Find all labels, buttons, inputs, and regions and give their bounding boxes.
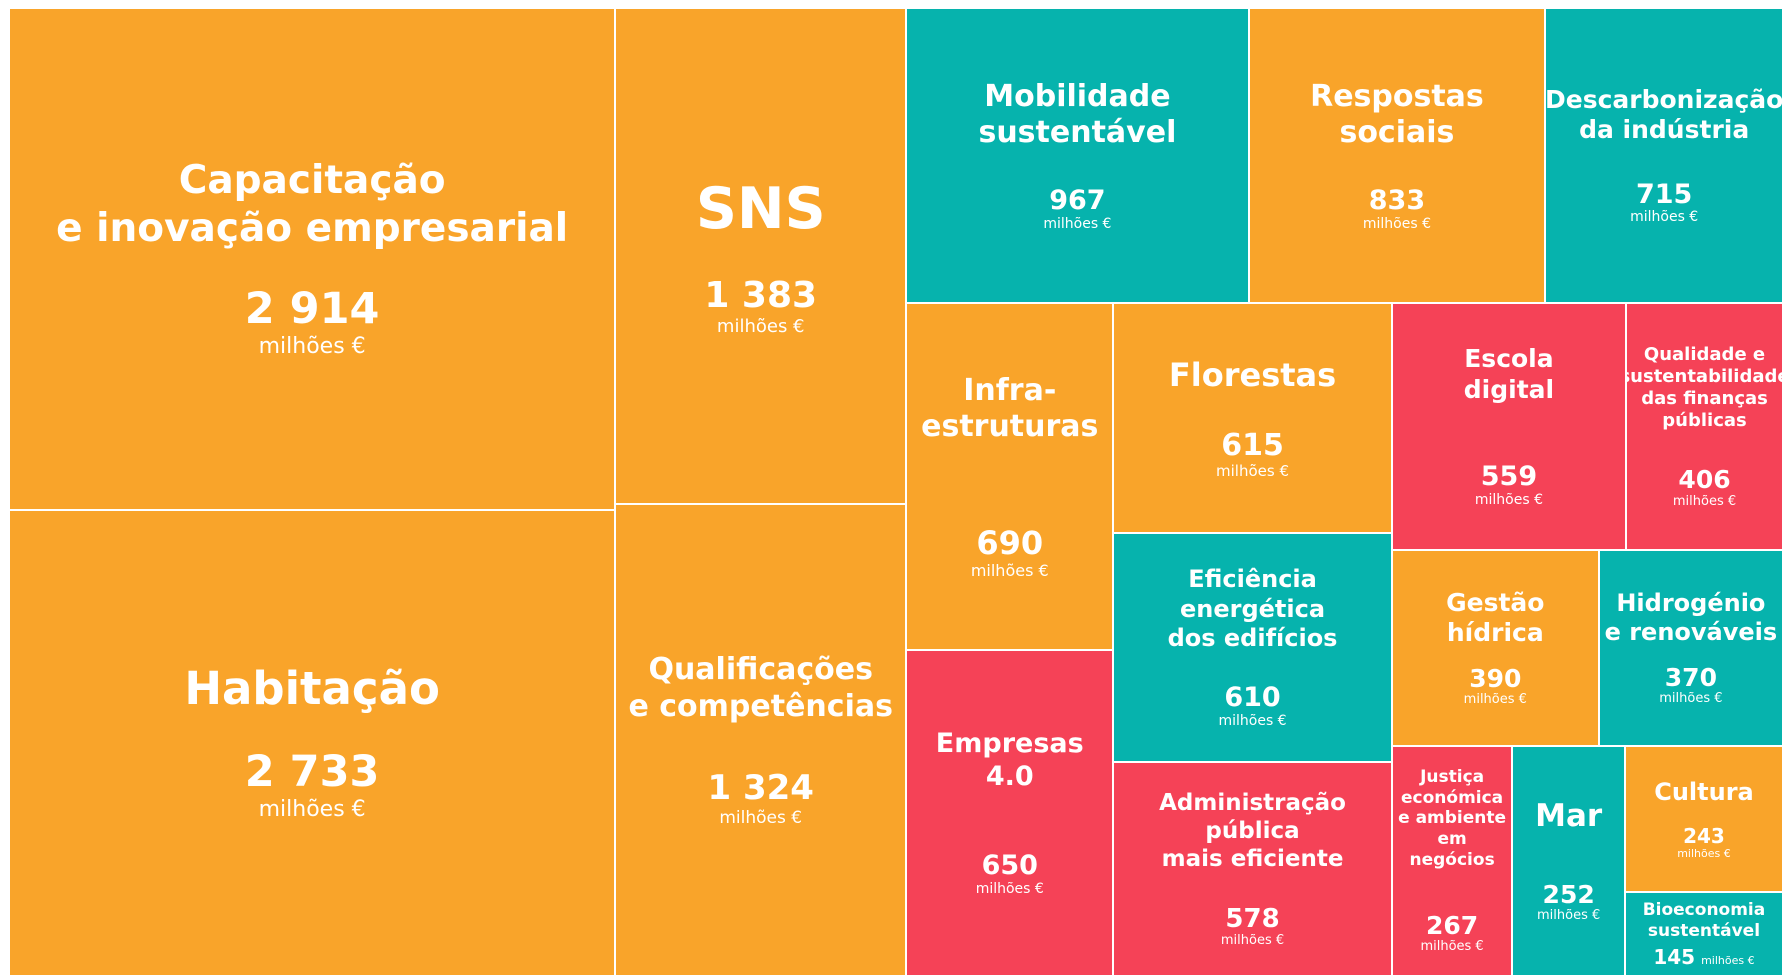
cell-title: Eficiência energética dos edifícios [1167,565,1338,652]
cell-title: Cultura [1654,777,1754,806]
treemap-cell: Mar 252 milhões € [1512,745,1625,976]
value-label: 690 [976,524,1044,563]
cell-title: Florestas [1168,356,1337,395]
cell-title: Capacitação e inovação empresarial [56,158,569,251]
cell-title: Respostas sociais [1310,78,1484,151]
cell-title: Mobilidade sustentável [978,78,1177,151]
value-label: 610 [1224,682,1281,714]
cell-title: Hidrogénio e renováveis [1604,589,1778,647]
cell-title: Habitação [184,662,440,716]
unit-label: milhões € [1463,692,1527,708]
treemap-cell: Mobilidade sustentável 967 milhões € [906,7,1249,303]
value-label: 2 914 [244,284,380,335]
value-label: 715 [1635,178,1693,210]
treemap-cell: Cultura 243 milhões € [1624,745,1783,892]
cell-title: Justiça económica e ambiente em negócios [1398,766,1507,870]
unit-label: milhões € [1043,215,1112,232]
unit-label: milhões € [1420,939,1484,955]
value-label: 267 [1426,910,1479,940]
unit-label: milhões € [1659,691,1723,707]
unit-label: milhões € [975,881,1044,898]
unit-label: milhões € [1677,846,1731,860]
value-label: 145 [1653,945,1696,970]
treemap-cell: Respostas sociais 833 milhões € [1248,7,1546,303]
cell-title: Empresas 4.0 [935,728,1084,793]
unit-label: milhões € [1630,209,1699,226]
treemap-cell: Escola digital 559 milhões € [1391,303,1627,551]
value-label: 243 [1683,823,1725,848]
treemap-cell: Habitação 2 733 milhões € [9,509,616,976]
unit-label: milhões € [716,315,805,337]
unit-label: milhões € [1701,954,1755,968]
value-label: 1 383 [704,275,818,317]
cell-title: Escola digital [1463,344,1555,404]
treemap-cell: Bioeconomia sustentável 145 milhões € [1624,892,1783,976]
value-label: 615 [1221,428,1284,464]
treemap-cell: Infra- estruturas 690 milhões € [906,303,1114,651]
cell-title: Qualificações e competências [628,651,893,724]
treemap-cell: SNS 1 383 milhões € [615,7,907,504]
value-label: 390 [1469,663,1522,693]
treemap-cell: Justiça económica e ambiente em negócios… [1391,745,1513,976]
unit-label: milhões € [970,561,1049,581]
treemap-cell: Capacitação e inovação empresarial 2 914 m… [9,7,616,510]
cell-title: Administração pública mais eficiente [1159,789,1346,872]
treemap-cell: Gestão hídrica 390 milhões € [1391,550,1599,746]
unit-label: milhões € [1216,462,1290,481]
treemap-cell: Qualidade e sustentabilidade das finança… [1626,303,1783,551]
treemap-cell: Florestas 615 milhões € [1113,303,1392,534]
value-label: 1 324 [707,768,814,809]
unit-label: milhões € [1220,933,1285,949]
value-label: 252 [1542,879,1595,909]
value-label: 967 [1049,184,1106,216]
value-label: 2 733 [244,747,380,798]
unit-label: milhões € [719,807,803,828]
treemap-cell: Eficiência energética dos edifícios 610 mi… [1113,533,1392,762]
unit-label: milhões € [1362,215,1431,232]
value-label: 833 [1368,184,1426,216]
cell-title: SNS [695,175,826,242]
unit-label: milhões € [1218,712,1287,729]
treemap-cell: Empresas 4.0 650 milhões € [906,650,1114,976]
value-label: 406 [1678,465,1731,495]
value-row: 145 milhões € [1653,946,1754,968]
cell-title: Mar [1535,797,1603,834]
unit-label: milhões € [258,333,366,359]
unit-label: milhões € [1474,492,1543,509]
unit-label: milhões € [1537,908,1601,924]
treemap-cell: Qualificações e competências 1 324 milhões… [615,503,907,976]
unit-label: milhões € [1672,493,1737,509]
value-label: 370 [1664,662,1717,692]
cell-title: Qualidade e sustentabilidade das finança… [1626,344,1783,432]
value-label: 650 [981,850,1038,882]
treemap-cell: Administração pública mais eficiente 578 m… [1113,761,1392,976]
treemap-cell: Descarbonização da indústria 715 milhões € [1545,7,1783,303]
unit-label: milhões € [258,796,366,822]
cell-title: Descarbonização da indústria [1545,84,1783,145]
treemap-cell: Hidrogénio e renováveis 370 milhões € [1598,550,1783,746]
cell-title: Bioeconomia sustentável [1642,899,1766,941]
value-label: 578 [1225,903,1280,934]
cell-title: Gestão hídrica [1446,587,1545,648]
value-label: 559 [1480,461,1538,493]
cell-title: Infra- estruturas [921,372,1099,445]
